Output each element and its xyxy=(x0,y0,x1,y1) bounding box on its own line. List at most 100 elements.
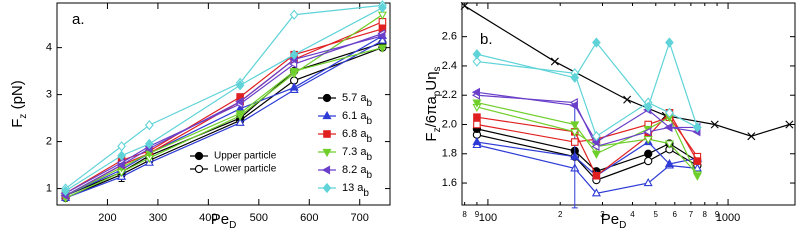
legend-label: 6.8 ab xyxy=(342,128,372,145)
marker xyxy=(591,150,601,159)
page: {"chart_data": [ {"type": "line", "label… xyxy=(8,0,796,231)
plot-frame xyxy=(461,2,796,206)
legend-label-part: b xyxy=(363,188,369,199)
y-axis-label-part: F xyxy=(9,119,26,128)
legend-label: Lower particle xyxy=(214,164,277,175)
series-line xyxy=(65,47,383,199)
marker xyxy=(665,37,674,48)
marker xyxy=(472,99,482,108)
y-axis-label-part: z xyxy=(432,127,443,132)
x-tick-label: 3 xyxy=(600,210,605,219)
series-line xyxy=(476,94,698,148)
x-tick-label: 7 xyxy=(689,210,694,219)
marker xyxy=(644,156,653,166)
legend-marker xyxy=(322,182,332,194)
y-tick-label: 1.8 xyxy=(442,148,457,160)
marker xyxy=(289,49,299,60)
marker xyxy=(377,44,387,53)
series-line xyxy=(65,35,383,197)
marker xyxy=(377,11,387,20)
x-axis-label: PeD xyxy=(211,211,237,231)
marker xyxy=(117,150,126,161)
x-axis-label-part: Pe xyxy=(601,211,619,228)
series-line xyxy=(476,141,698,177)
x-tick-label: 300 xyxy=(149,212,167,224)
series-line xyxy=(65,7,383,192)
series-line xyxy=(476,144,698,194)
marker xyxy=(473,120,481,129)
y-tick-label: 2.2 xyxy=(442,89,457,101)
marker xyxy=(693,157,702,165)
x-tick-label: 500 xyxy=(250,212,268,224)
marker xyxy=(471,87,480,97)
series-line xyxy=(476,60,698,138)
x-tick-label: 100 xyxy=(479,212,497,224)
marker xyxy=(289,9,299,20)
y-axis-label-part: (pN) xyxy=(9,80,26,113)
marker xyxy=(591,188,601,197)
marker xyxy=(550,57,559,66)
x-axis-label-part: Pe xyxy=(211,211,229,228)
x-tick-label: 9 xyxy=(475,210,480,219)
legend-label-part: b xyxy=(366,170,372,181)
marker xyxy=(289,68,299,77)
legend-label: 7.3 ab xyxy=(342,146,372,163)
legend-label-part: 7.3 a xyxy=(342,146,367,158)
marker xyxy=(592,37,601,48)
marker xyxy=(592,131,601,142)
series-line xyxy=(65,28,383,194)
x-tick-label: 700 xyxy=(351,212,369,224)
marker xyxy=(570,138,579,146)
plot-frame xyxy=(56,2,391,206)
marker xyxy=(235,110,245,119)
marker xyxy=(693,122,702,133)
legend-marker xyxy=(323,130,331,138)
marker xyxy=(644,149,653,158)
legend-marker xyxy=(322,148,332,158)
legend-label-part: b xyxy=(366,116,372,127)
series-line xyxy=(65,40,383,199)
marker xyxy=(643,101,653,113)
y-tick-label: 2.4 xyxy=(442,60,457,72)
marker xyxy=(692,172,702,181)
x-tick-label: 1000 xyxy=(716,212,740,224)
legend-label-part: 6.8 a xyxy=(342,128,367,140)
y-tick-label: 3 xyxy=(46,89,52,101)
y-axis-label-part: z xyxy=(18,114,29,119)
series-line xyxy=(476,128,698,173)
x-axis-label: PeD xyxy=(601,211,627,231)
legend-marker xyxy=(322,110,332,120)
marker xyxy=(235,117,245,126)
y-axis-label: Fz (pN) xyxy=(9,80,29,128)
legend-label: 5.7 ab xyxy=(342,92,372,109)
marker xyxy=(460,1,469,10)
x-tick-label: 6 xyxy=(673,210,678,219)
series-line xyxy=(476,134,698,181)
marker xyxy=(116,160,125,170)
x-tick-label: 4 xyxy=(630,210,635,219)
series-line xyxy=(476,91,698,143)
y-tick-label: 2.6 xyxy=(442,31,457,43)
y-axis-label: Fz/6πapUηs xyxy=(423,66,443,141)
marker xyxy=(117,141,126,152)
legend-label-part: 5.7 a xyxy=(342,92,367,104)
y-tick-label: 2.0 xyxy=(442,118,457,130)
marker xyxy=(785,120,794,129)
x-axis-label-part: D xyxy=(619,220,626,231)
legend-label: Upper particle xyxy=(214,151,277,162)
marker xyxy=(623,95,632,104)
series-line xyxy=(476,40,698,128)
series-line xyxy=(65,14,383,199)
marker xyxy=(378,2,387,13)
marker xyxy=(377,35,387,44)
series-line xyxy=(65,47,383,197)
x-tick-label: 2 xyxy=(558,210,563,219)
x-tick-label: 200 xyxy=(98,212,116,224)
legend-label-part: b xyxy=(366,134,372,145)
series-line xyxy=(476,106,698,175)
y-axis-label-part: p xyxy=(432,90,443,96)
y-axis-label-part: F xyxy=(423,132,440,141)
marker xyxy=(472,136,482,146)
legend-label-part: 13 a xyxy=(342,182,364,194)
